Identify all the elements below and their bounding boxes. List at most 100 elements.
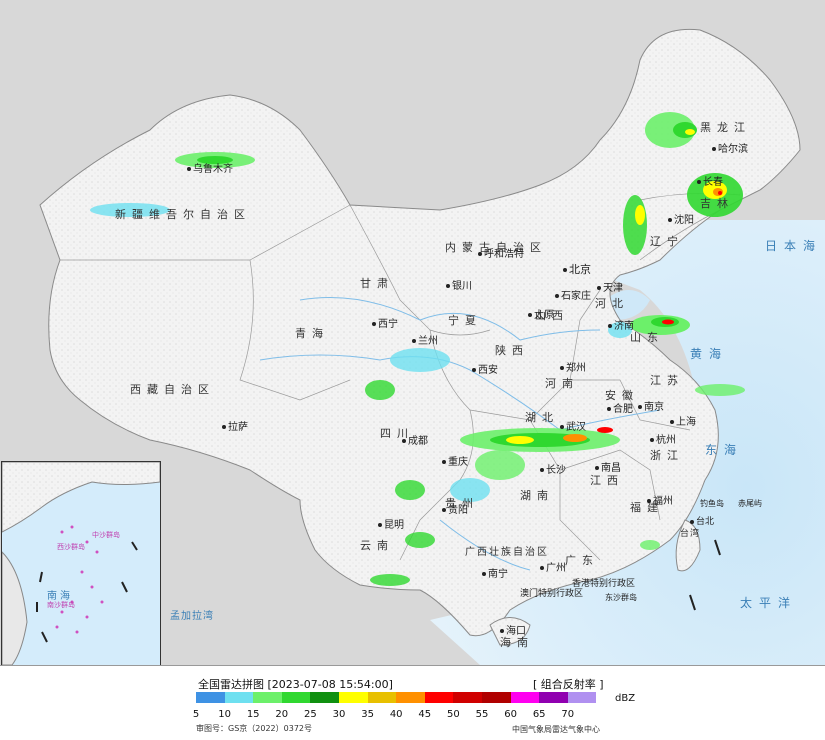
- city-name: 上海: [676, 417, 696, 428]
- city-name: 石家庄: [561, 291, 591, 302]
- city-changsha: 长沙: [540, 466, 566, 476]
- city-guangzhou: 广州: [540, 564, 566, 574]
- city-name: 广州: [546, 563, 566, 574]
- city-name: 西宁: [378, 319, 398, 330]
- tick-label: 15: [246, 709, 260, 720]
- city-dot: [442, 460, 446, 464]
- city-dot: [478, 252, 482, 256]
- city-wuhan: 武汉: [560, 423, 586, 433]
- city-dot: [442, 508, 446, 512]
- city-name: 南昌: [601, 463, 621, 474]
- province-label-henan: 河南: [545, 377, 579, 390]
- city-name: 呼和浩特: [484, 249, 524, 260]
- city-chongqing: 重庆: [442, 458, 468, 468]
- city-name: 南宁: [488, 569, 508, 580]
- city-dot: [222, 425, 226, 429]
- city-dot: [540, 468, 544, 472]
- province-label-neimenggu: 内蒙古自治区: [445, 241, 547, 254]
- rivers: [259, 297, 661, 571]
- province-label-hainan: 海南: [500, 636, 534, 649]
- province-label-shandong: 山东: [630, 331, 664, 344]
- city-dot: [500, 629, 504, 633]
- city-changchun: 长春: [697, 178, 723, 188]
- color-swatch: [310, 692, 339, 703]
- province-label-gansu: 甘肃: [360, 277, 394, 290]
- city-dot: [187, 167, 191, 171]
- city-name: 福州: [653, 496, 673, 507]
- city-name: 杭州: [656, 435, 676, 446]
- province-label-yunnan: 云南: [360, 539, 394, 552]
- city-name: 重庆: [448, 457, 468, 468]
- inset-label-zhongsha: 中沙群岛: [92, 531, 120, 539]
- city-tianjin: 天津: [597, 284, 623, 294]
- city-dot: [647, 499, 651, 503]
- province-label-hebei: 河北: [595, 297, 629, 310]
- city-dot: [668, 218, 672, 222]
- city-fuzhou: 福州: [647, 497, 673, 507]
- province-label-guangdong: 广东: [565, 554, 599, 567]
- inset-map: [2, 462, 160, 665]
- ocean: [430, 220, 825, 665]
- city-dot: [540, 566, 544, 570]
- city-dot: [670, 420, 674, 424]
- city-kunming: 昆明: [378, 521, 404, 531]
- review-number: 审图号：GS京（2022）0372号: [196, 724, 312, 733]
- island-label-dongsha: 东沙群岛: [605, 593, 637, 602]
- city-lanzhou: 兰州: [412, 337, 438, 347]
- province-label-zhejiang: 浙江: [650, 449, 684, 462]
- city-dot: [712, 147, 716, 151]
- sea-label-bay-of-bengal: 孟加拉湾: [170, 611, 214, 622]
- province-label-jiangxi: 江西: [590, 474, 624, 487]
- city-taipei: 台北: [690, 518, 714, 527]
- province-label-shanxi: 山西: [535, 309, 569, 322]
- city-dot: [607, 407, 611, 411]
- color-swatch: [567, 692, 597, 703]
- city-name: 沈阳: [674, 215, 694, 226]
- sea-label-japan-sea: 日本海: [765, 239, 823, 253]
- province-label-fujian: 福建: [630, 501, 664, 514]
- color-swatch: [481, 692, 511, 703]
- province-label-ningxia: 宁夏: [448, 314, 482, 327]
- tick-label: 70: [561, 709, 575, 720]
- legend-product: [ 组合反射率 ]: [533, 678, 604, 691]
- tick-label: 25: [304, 709, 317, 720]
- city-shenyang: 沈阳: [668, 216, 694, 226]
- inset-label-xisha: 西沙群岛: [57, 543, 85, 551]
- island-label-diaoyu: 钓鱼岛: [700, 499, 724, 508]
- tick-label: 10: [218, 709, 231, 720]
- province-label-guangxi: 广西壮族自治区: [465, 547, 549, 558]
- hainan-island: [489, 617, 531, 646]
- city-name: 北京: [569, 263, 591, 276]
- province-label-xizang: 西藏自治区: [130, 383, 215, 396]
- tick-label: 35: [361, 709, 374, 720]
- city-dot: [697, 180, 701, 184]
- city-nanning: 南宁: [482, 570, 508, 580]
- city-name: 海口: [506, 626, 526, 637]
- color-swatch: [510, 692, 540, 703]
- color-swatch: [253, 692, 282, 703]
- city-name: 郑州: [566, 363, 586, 374]
- city-xian: 西安: [472, 366, 498, 376]
- inset-label-nansha: 南沙群岛: [47, 601, 75, 609]
- color-swatch: [281, 692, 311, 703]
- city-lhasa: 拉萨: [222, 423, 248, 433]
- city-dot: [482, 572, 486, 576]
- city-name: 西安: [478, 365, 498, 376]
- city-nanjing: 南京: [638, 403, 664, 413]
- city-taiyuan: 太原: [528, 311, 554, 321]
- city-shijiazhuang: 石家庄: [555, 292, 591, 302]
- city-name: 天津: [603, 283, 623, 294]
- province-label-heilongjiang: 黑龙江: [700, 121, 751, 134]
- city-haikou: 海口: [500, 627, 526, 637]
- city-dot: [563, 268, 567, 272]
- city-name: 台北: [696, 517, 715, 527]
- color-swatch: [338, 692, 368, 703]
- city-beijing: 北京: [563, 264, 591, 275]
- legend-title: 全国雷达拼图 [2023-07-08 15:54:00]: [198, 678, 393, 691]
- city-dot: [638, 405, 642, 409]
- province-label-qinghai: 青海: [295, 327, 329, 340]
- city-name: 长春: [703, 177, 723, 188]
- province-label-hunan: 湖南: [520, 489, 554, 502]
- city-dot: [472, 368, 476, 372]
- province-label-taiwan: 台湾: [680, 529, 701, 539]
